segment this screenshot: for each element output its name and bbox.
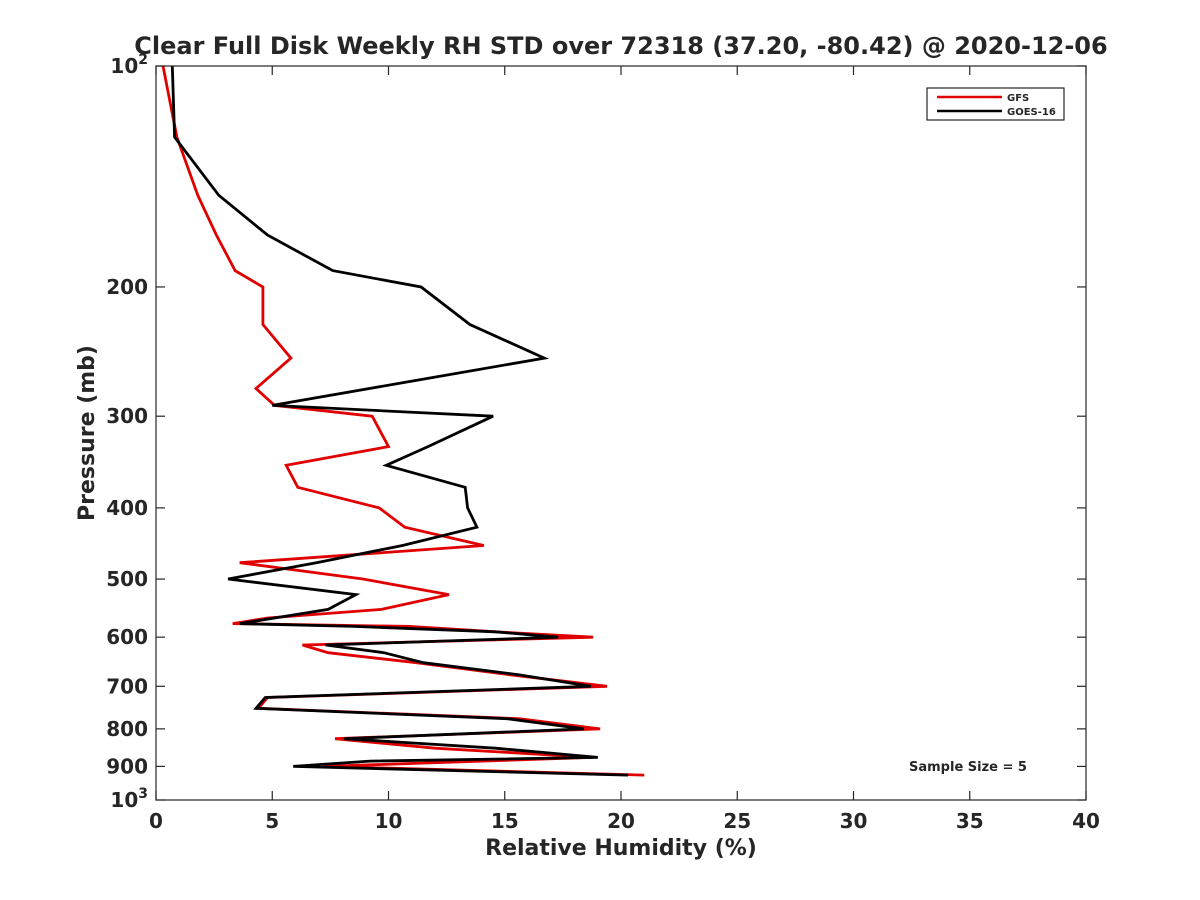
legend: GFS GOES-16 xyxy=(926,87,1065,121)
legend-label-gfs: GFS xyxy=(1007,93,1029,104)
y-axis-label: Pressure (mb) xyxy=(75,345,100,521)
y-tick-label: 400 xyxy=(106,496,148,520)
y-tick-label: 700 xyxy=(106,674,148,698)
x-tick-label: 35 xyxy=(956,809,984,833)
sample-size-annotation: Sample Size = 5 xyxy=(909,760,1027,775)
legend-box xyxy=(926,87,1065,121)
x-tick-label: 15 xyxy=(491,809,519,833)
y-tick-label: 103 xyxy=(110,786,148,812)
y-tick-label: 500 xyxy=(106,567,148,591)
x-tick-label: 10 xyxy=(375,809,403,833)
series-line-gfs xyxy=(161,65,645,777)
plot-frame xyxy=(155,65,1087,801)
axes: 0 5 10 15 20 25 30 35 40 102 200 300 400 500 600 700 800… xyxy=(106,52,1100,833)
x-tick-label: 0 xyxy=(149,809,163,833)
y-tick-label: 600 xyxy=(106,625,148,649)
x-tick-label: 20 xyxy=(607,809,635,833)
x-tick-label: 40 xyxy=(1072,809,1100,833)
series-lines xyxy=(161,65,645,777)
y-tick-label: 300 xyxy=(106,404,148,428)
x-tick-label: 25 xyxy=(723,809,751,833)
y-tick-label: 900 xyxy=(106,754,148,778)
x-axis-label: Relative Humidity (%) xyxy=(485,836,757,861)
x-tick-label: 5 xyxy=(265,809,279,833)
y-tick-label: 200 xyxy=(106,275,148,299)
chart-title: Clear Full Disk Weekly RH STD over 72318… xyxy=(134,32,1107,60)
x-tick-label: 30 xyxy=(840,809,868,833)
series-line-goes-16 xyxy=(170,65,629,777)
y-tick-label: 800 xyxy=(106,717,148,741)
legend-label-goes-16: GOES-16 xyxy=(1007,107,1056,118)
y-tick-label: 102 xyxy=(110,52,148,78)
